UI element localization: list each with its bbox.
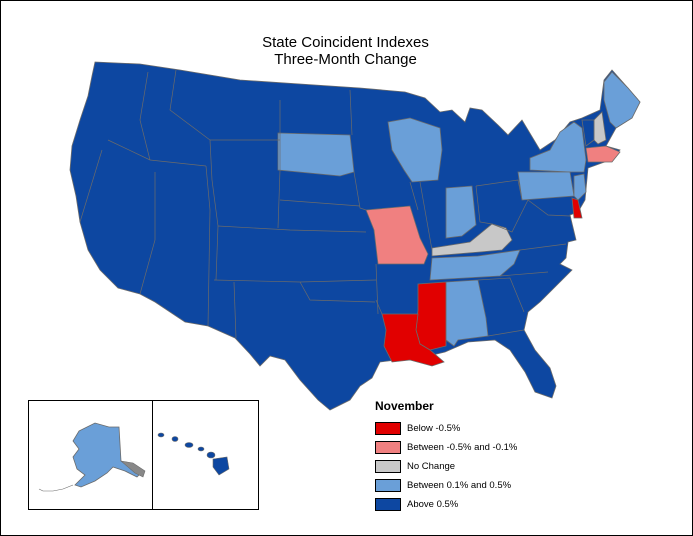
alaska-hawaii-inset	[28, 400, 259, 510]
legend-swatch-3	[375, 479, 401, 492]
legend: November Below -0.5% Between -0.5% and -…	[375, 399, 595, 514]
state-mo	[365, 205, 429, 265]
state-ak	[72, 422, 142, 488]
legend-item-3: Between 0.1% and 0.5%	[375, 476, 595, 495]
legend-label-0: Below -0.5%	[407, 423, 461, 434]
state-ky	[431, 223, 513, 257]
ak-aleutians	[38, 484, 74, 492]
legend-label-2: No Change	[407, 461, 456, 472]
title-line-2: Three-Month Change	[274, 51, 417, 68]
legend-item-4: Above 0.5%	[375, 495, 595, 514]
legend-swatch-0	[375, 422, 401, 435]
state-hi	[157, 432, 230, 476]
legend-label-3: Between 0.1% and 0.5%	[407, 480, 512, 491]
state-me	[603, 71, 641, 129]
state-pa	[517, 171, 575, 201]
state-ma	[585, 145, 621, 163]
inset-divider	[152, 401, 153, 509]
state-al	[445, 279, 489, 347]
legend-swatch-1	[375, 441, 401, 454]
state-tn	[429, 249, 521, 281]
title-line-1: State Coincident Indexes	[262, 34, 429, 51]
legend-item-0: Below -0.5%	[375, 419, 595, 438]
legend-swatch-2	[375, 460, 401, 473]
legend-label-1: Between -0.5% and -0.1%	[407, 442, 518, 453]
state-wi	[387, 117, 443, 183]
state-in	[445, 185, 477, 239]
state-borders	[79, 69, 571, 339]
state-ms	[415, 281, 447, 351]
legend-item-2: No Change	[375, 457, 595, 476]
map-title: State Coincident Indexes Three-Month Cha…	[0, 34, 691, 68]
state-vt	[581, 119, 595, 147]
inset-map	[38, 422, 230, 492]
state-la	[381, 313, 445, 367]
legend-label-4: Above 0.5%	[407, 499, 459, 510]
state-ny	[529, 121, 587, 173]
ak-panhandle	[119, 460, 146, 478]
state-sd	[277, 132, 355, 177]
legend-item-1: Between -0.5% and -0.1%	[375, 438, 595, 457]
state-nj	[573, 173, 587, 201]
state-other	[69, 61, 641, 411]
legend-title: November	[375, 399, 434, 413]
state-de	[571, 197, 583, 219]
legend-swatch-4	[375, 498, 401, 511]
